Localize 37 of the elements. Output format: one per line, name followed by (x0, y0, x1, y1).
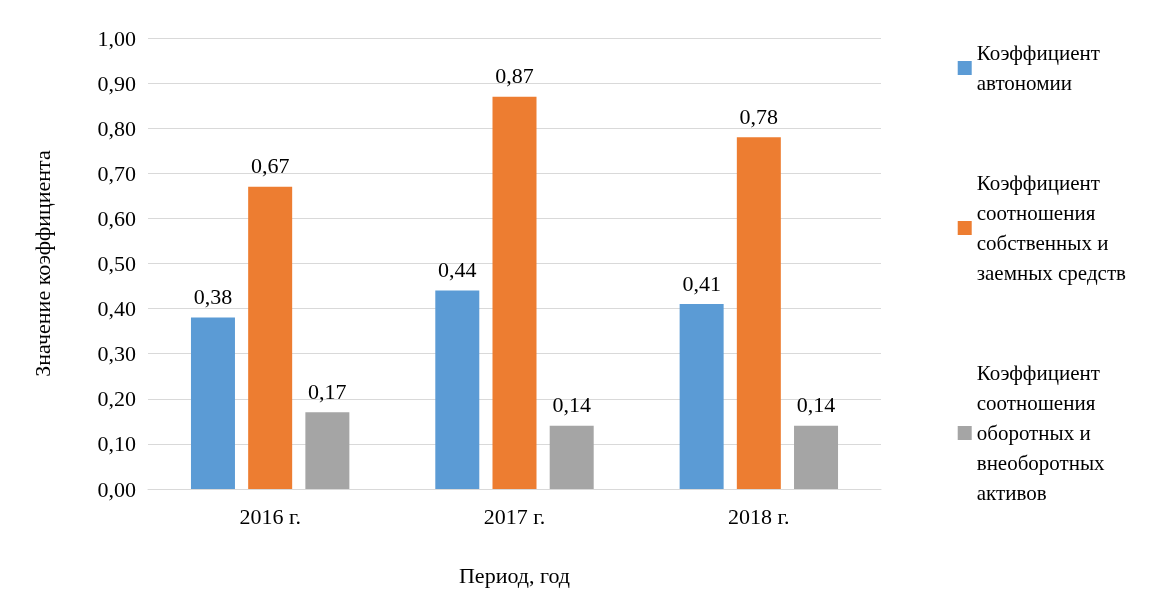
y-tick-label: 0,10 (97, 431, 136, 457)
bar (549, 425, 594, 489)
data-label: 0,14 (552, 392, 591, 418)
y-tick-label: 0,30 (97, 341, 136, 367)
y-tick-label: 0,50 (97, 251, 136, 276)
bar (679, 304, 724, 489)
y-tick-label: 0,90 (97, 70, 136, 96)
data-label: 0,87 (495, 63, 534, 89)
data-label: 0,67 (250, 153, 290, 179)
y-tick-label: 0,20 (97, 386, 136, 412)
bar (248, 186, 293, 489)
data-label: 0,78 (739, 103, 779, 129)
bar (305, 412, 350, 489)
bar (736, 137, 781, 489)
y-tick-label: 0,80 (97, 115, 136, 141)
y-tick-label: 0,40 (97, 296, 136, 322)
legend-label: Коэффициент автономии (976, 41, 1100, 95)
x-tick-label: 2018 г. (728, 503, 790, 529)
data-label: 0,14 (796, 392, 836, 418)
y-tick-label: 0,00 (97, 476, 136, 502)
bar (794, 425, 839, 489)
data-label: 0,38 (193, 284, 233, 310)
bar (435, 290, 480, 489)
x-tick-label: 2016 г. (239, 503, 301, 529)
y-axis-title: Значение коэффициента (29, 150, 55, 377)
y-tick-label: 1,00 (97, 25, 136, 51)
legend-label: Коэффициент соотношения оборотных и внеоборотных активов (976, 361, 1106, 505)
x-tick-label: 2017 г. (483, 503, 546, 529)
y-tick-label: 0,70 (97, 160, 136, 186)
data-label: 0,17 (308, 378, 347, 404)
y-tick-label: 0,60 (97, 205, 136, 231)
data-label: 0,44 (438, 257, 477, 283)
legend-label: Коэффициент соотношения собственных и заемных средств (976, 171, 1127, 285)
x-axis-title: Период, год (458, 562, 571, 588)
bar (492, 96, 537, 489)
data-label: 0,41 (682, 270, 721, 296)
bar (190, 317, 235, 489)
